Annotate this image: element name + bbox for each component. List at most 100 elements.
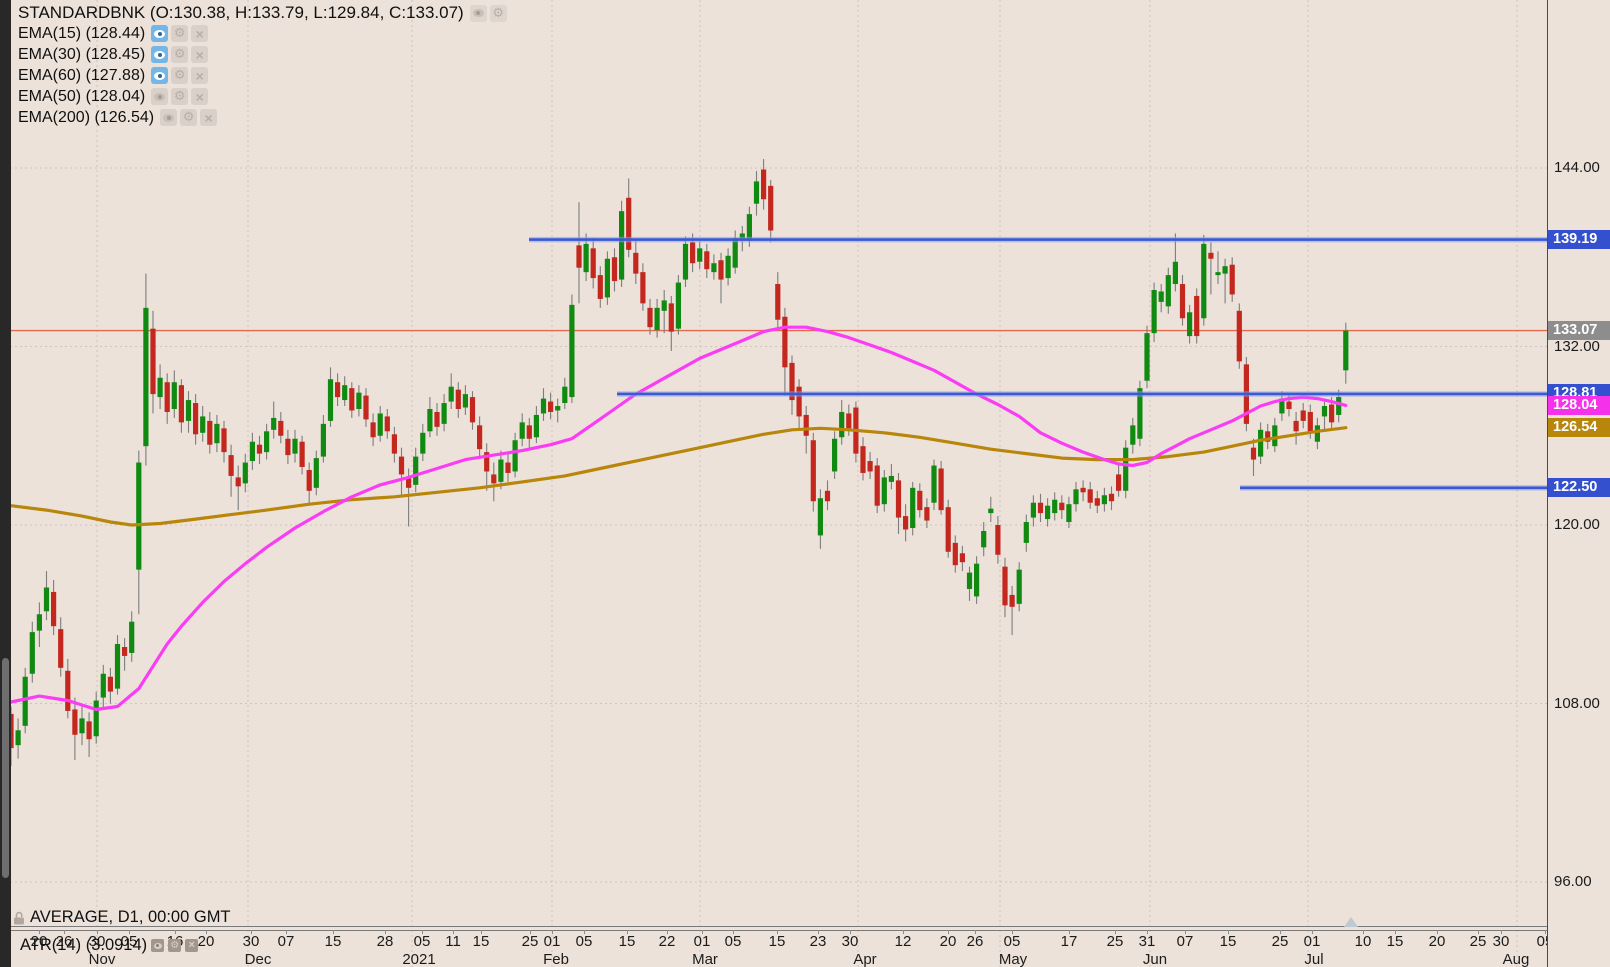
- gear-icon[interactable]: ⚙: [171, 67, 189, 84]
- time-axis[interactable]: 2026300516203007152805111525010515220105…: [0, 917, 1553, 967]
- month-label: Dec: [244, 951, 272, 967]
- date-tick-label: 01: [1303, 933, 1321, 950]
- gear-icon[interactable]: ⚙: [180, 109, 198, 126]
- month-label: May: [998, 951, 1028, 967]
- close-icon[interactable]: ×: [191, 25, 209, 42]
- candle-bearish: [1002, 566, 1008, 606]
- indicator-row: EMA(200) (126.54) ⚙ ×: [18, 107, 507, 128]
- axis-tick: [530, 930, 531, 934]
- indicator-label: EMA(60) (127.88): [18, 66, 146, 84]
- candle-bullish: [619, 211, 625, 280]
- close-icon[interactable]: ×: [185, 939, 199, 952]
- month-label: 2021: [402, 951, 436, 967]
- candle-bearish: [86, 721, 92, 740]
- eye-icon[interactable]: [160, 109, 178, 126]
- price-badge: 126.54: [1548, 418, 1610, 438]
- eye-icon[interactable]: [469, 4, 487, 22]
- date-tick-label: 15: [618, 933, 636, 950]
- candle-bearish: [1194, 295, 1200, 337]
- ema-line-ema50: [9, 325, 1348, 712]
- price-axis[interactable]: 144.00 132.00 120.00 108.00 96.00 139.19 128.8…: [1547, 0, 1610, 967]
- symbol-ohlc-row: STANDARDBNK (O:130.38, H:133.79, L:129.8…: [18, 3, 507, 23]
- candle-bullish: [313, 458, 319, 488]
- candle-bullish: [441, 403, 447, 424]
- eye-icon[interactable]: [151, 46, 169, 63]
- month-label: Jun: [1142, 951, 1168, 967]
- candle-bearish: [1293, 420, 1299, 432]
- candle-bearish: [72, 709, 78, 735]
- candle-bullish: [1144, 333, 1150, 381]
- candle-bullish: [271, 417, 277, 430]
- candle-bullish: [448, 386, 454, 402]
- candle-bullish: [1101, 495, 1107, 505]
- date-tick-label: 15: [324, 933, 342, 950]
- axis-separator-line: [0, 930, 1547, 931]
- axis-tick: [1280, 930, 1281, 934]
- eye-icon[interactable]: [151, 88, 169, 105]
- candle-bearish: [1286, 401, 1292, 409]
- candle-bearish: [484, 452, 490, 472]
- candle-bearish: [526, 425, 532, 439]
- candle-bearish: [107, 676, 113, 692]
- candle-bullish: [746, 214, 752, 241]
- close-icon[interactable]: ×: [191, 88, 209, 105]
- axis-tick: [422, 930, 423, 934]
- lock-icon[interactable]: [13, 911, 25, 925]
- candle-bearish: [903, 516, 909, 530]
- candle-bearish: [668, 303, 674, 332]
- candle-bullish: [1165, 275, 1171, 307]
- gear-icon[interactable]: ⚙: [168, 939, 182, 952]
- gear-icon[interactable]: ⚙: [171, 46, 189, 63]
- candle-bullish: [36, 614, 42, 631]
- candle-bullish: [981, 530, 987, 548]
- axis-tick: [39, 930, 40, 934]
- eye-icon[interactable]: [151, 939, 165, 952]
- candle-bearish: [945, 507, 951, 552]
- indicator-label: EMA(50) (128.04): [18, 87, 146, 105]
- candle-bearish: [477, 425, 483, 450]
- eye-icon[interactable]: [151, 25, 169, 42]
- candle-bearish: [640, 272, 646, 304]
- candle-bearish: [803, 414, 809, 436]
- candle-bearish: [782, 316, 788, 368]
- candle-bullish: [1016, 569, 1022, 604]
- date-tick-label: 30: [88, 933, 106, 950]
- candle-bearish: [164, 382, 170, 412]
- candlestick-plot[interactable]: [0, 0, 1547, 967]
- candle-bearish: [193, 403, 199, 435]
- candle-bearish: [51, 591, 57, 627]
- axis-tick: [1069, 930, 1070, 934]
- candle-bullish: [519, 422, 525, 439]
- close-icon[interactable]: ×: [200, 109, 218, 126]
- scrollbar-thumb[interactable]: [2, 658, 9, 878]
- chart-area[interactable]: STANDARDBNK (O:130.38, H:133.79, L:129.8…: [0, 0, 1553, 967]
- gear-icon[interactable]: ⚙: [171, 88, 189, 105]
- candle-bearish: [1179, 284, 1186, 319]
- candle-bullish: [1314, 425, 1320, 442]
- month-label: Aug: [1502, 951, 1530, 967]
- candle-bullish: [888, 475, 894, 482]
- axis-tick: [333, 930, 334, 934]
- axis-tick: [975, 930, 976, 934]
- gear-icon[interactable]: ⚙: [489, 4, 507, 22]
- date-tick-label: 20: [939, 933, 957, 950]
- close-icon[interactable]: ×: [191, 46, 209, 63]
- candle-bullish: [583, 243, 589, 273]
- eye-icon[interactable]: [151, 67, 169, 84]
- candle-bullish: [129, 621, 135, 653]
- candle-bearish: [1208, 252, 1214, 259]
- axis-tick: [1545, 930, 1546, 934]
- axis-tick: [850, 930, 851, 934]
- candle-bullish: [93, 700, 99, 737]
- gear-icon[interactable]: ⚙: [171, 25, 189, 42]
- candle-bullish: [910, 487, 916, 528]
- date-tick-label: 20: [30, 933, 48, 950]
- candle-bullish: [79, 718, 85, 734]
- candle-bearish: [824, 490, 831, 502]
- candle-bearish: [285, 438, 291, 456]
- candle-bullish: [711, 263, 717, 273]
- close-icon[interactable]: ×: [191, 67, 209, 84]
- axis-tick: [702, 930, 703, 934]
- candle-bullish: [249, 441, 255, 462]
